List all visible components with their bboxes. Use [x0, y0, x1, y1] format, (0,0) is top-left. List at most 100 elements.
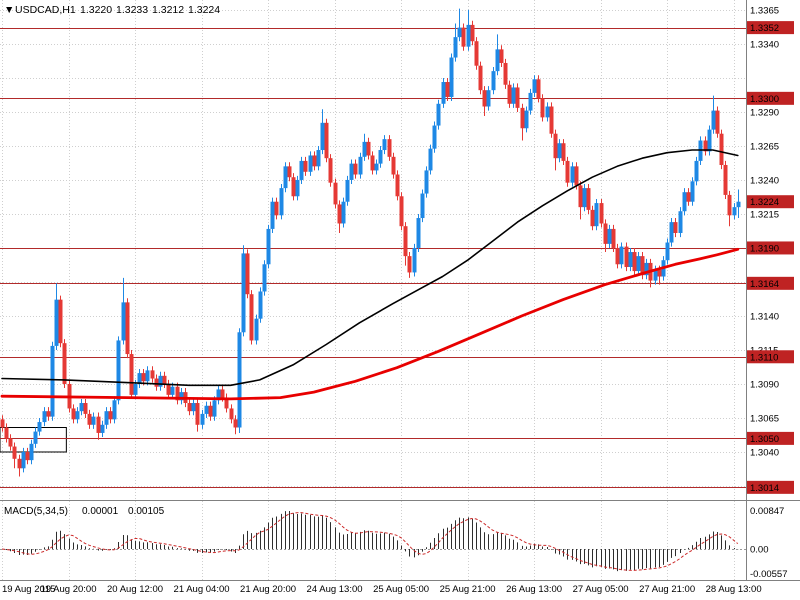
candle — [283, 162, 288, 193]
candle — [374, 159, 379, 175]
candle-body — [528, 92, 533, 111]
candle — [644, 258, 649, 280]
candle-body — [104, 411, 109, 425]
candle — [216, 385, 221, 405]
candle-body — [499, 49, 504, 63]
candle — [33, 427, 38, 448]
candle-body — [100, 424, 105, 433]
candle — [345, 175, 350, 206]
candle-body — [478, 65, 483, 91]
time-axis-label: 19 Aug 2015 — [2, 584, 55, 595]
candle — [565, 156, 570, 187]
candle — [561, 139, 566, 165]
candle-body — [337, 204, 342, 224]
candle-body — [175, 386, 180, 401]
price-level-badge: 1.3050 — [747, 431, 794, 445]
candle — [366, 137, 371, 160]
candle — [449, 53, 454, 102]
candle — [619, 242, 624, 269]
price-axis-label: 1.3215 — [750, 209, 779, 220]
price-axis-label: 1.3065 — [750, 413, 779, 424]
candle — [303, 156, 308, 176]
candle — [328, 154, 333, 187]
candle — [42, 407, 47, 427]
candle-body — [312, 155, 317, 167]
candle — [690, 177, 695, 206]
candle-body — [279, 188, 284, 216]
candle-body — [83, 403, 88, 414]
candle-body — [578, 185, 583, 208]
candle — [175, 382, 180, 405]
candle-body — [540, 98, 545, 118]
candle-body — [624, 246, 629, 268]
candle — [121, 277, 126, 345]
candle-body — [403, 226, 408, 257]
candle — [632, 247, 637, 276]
symbol-dropdown-icon[interactable]: ▼ — [4, 4, 14, 16]
candle-body — [62, 343, 67, 384]
candle — [249, 290, 254, 345]
candle-body — [486, 90, 491, 107]
candle-body — [125, 302, 130, 355]
candle-body — [362, 141, 367, 157]
candle-body — [603, 223, 608, 244]
candle-body — [461, 27, 466, 47]
candle-body — [515, 87, 520, 108]
chart-symbol-title: USDCAD,H1 — [15, 4, 76, 16]
badge-text: 1.3164 — [750, 279, 779, 290]
candle — [17, 454, 22, 477]
candle — [129, 349, 134, 399]
badge-box — [747, 480, 794, 494]
candle — [719, 129, 724, 170]
time-axis-label: 21 Aug 20:00 — [240, 584, 296, 595]
candle — [274, 197, 279, 220]
candle — [391, 152, 396, 179]
candle — [553, 129, 558, 171]
candle — [87, 409, 92, 429]
candle — [166, 379, 171, 399]
candle-body — [382, 139, 387, 151]
candle — [224, 393, 229, 413]
candle-body — [220, 389, 225, 398]
time-axis-label: 25 Aug 05:00 — [373, 584, 429, 595]
candle-body — [291, 177, 296, 197]
candle — [308, 151, 313, 176]
candle-body — [79, 403, 84, 412]
price-axis-label: 1.3240 — [750, 175, 779, 186]
candle-body — [690, 181, 695, 202]
candle — [491, 67, 496, 95]
macd-signal-line — [1, 512, 739, 571]
candle — [673, 218, 678, 238]
candle-body — [96, 416, 101, 433]
candle-body — [58, 299, 63, 344]
candle — [432, 121, 437, 153]
candle — [378, 145, 383, 168]
candle-body — [732, 207, 737, 216]
candle — [499, 45, 504, 68]
candle-body — [549, 106, 554, 134]
candle-body — [711, 110, 716, 130]
candle-body — [719, 133, 724, 165]
candle-body — [632, 252, 637, 272]
badge-box — [747, 276, 794, 290]
candle-body — [295, 179, 300, 197]
candle-body — [129, 354, 134, 395]
candle — [636, 252, 641, 276]
candle-body — [283, 166, 288, 189]
candle-body — [561, 143, 566, 161]
macd-axis-label: 0.00847 — [750, 506, 784, 517]
candle-body — [428, 148, 433, 171]
candle — [337, 200, 342, 233]
badge-box — [747, 195, 794, 209]
candle-body — [524, 110, 529, 129]
ohlc-open: 1.3220 — [80, 4, 112, 16]
candle-body — [191, 403, 196, 412]
candle-body — [262, 264, 267, 292]
candle — [21, 447, 26, 473]
candle-body — [341, 201, 346, 224]
candle — [362, 133, 367, 161]
candle-body — [378, 150, 383, 164]
candle — [732, 203, 737, 220]
candle — [291, 173, 296, 201]
